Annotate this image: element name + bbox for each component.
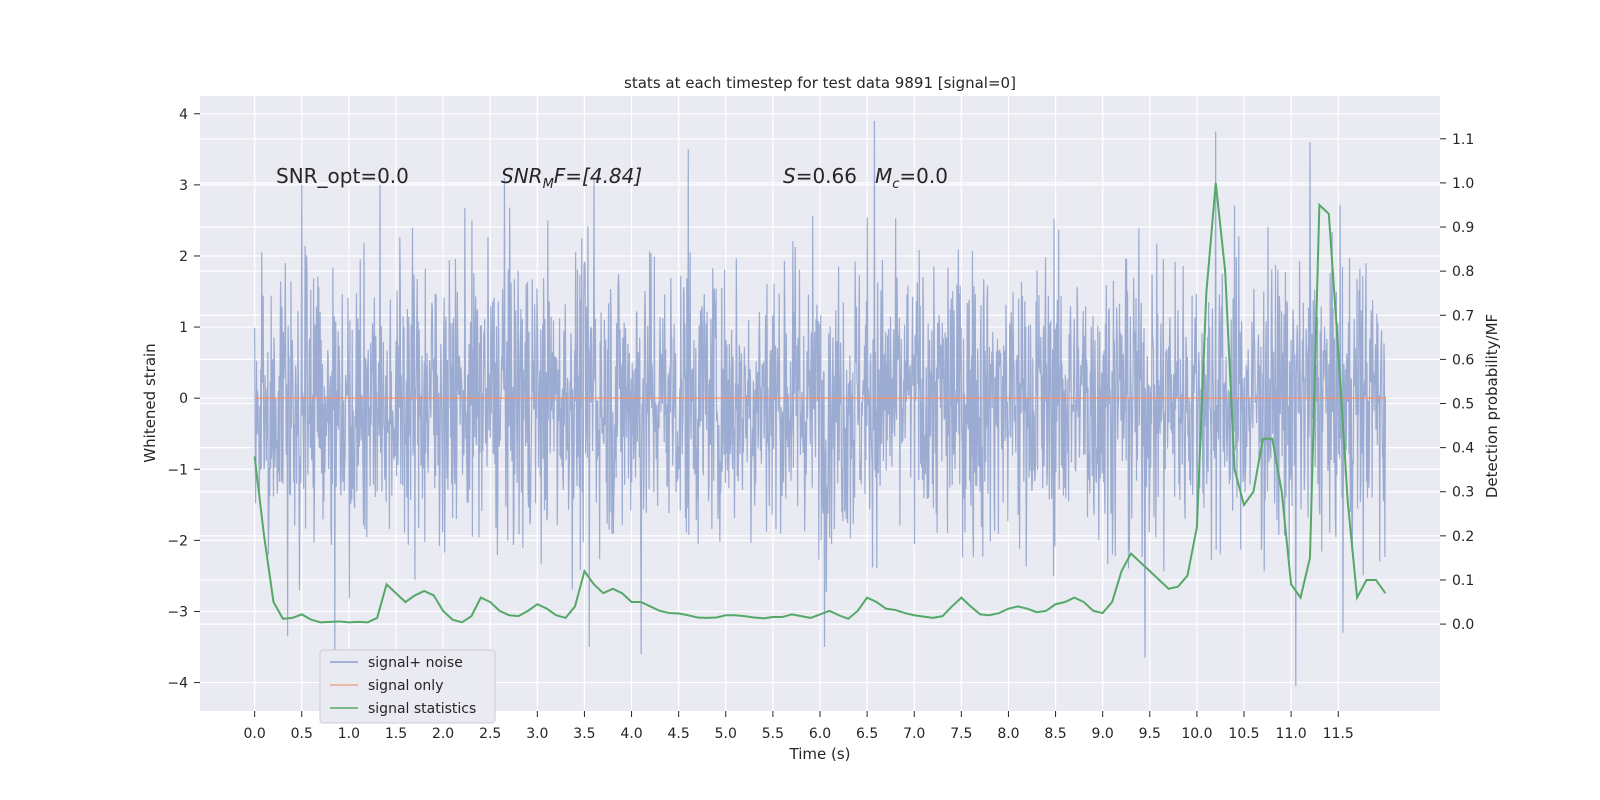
mc-value: =0.0: [899, 164, 948, 188]
grid: [200, 96, 1440, 711]
legend-label-stats: signal statistics: [368, 701, 476, 717]
s-value: =0.66: [796, 164, 857, 188]
x-tick-label: 7.0: [903, 726, 925, 742]
y2-tick-label: 0.2: [1452, 529, 1474, 545]
x-tick-label: 3.0: [526, 726, 548, 742]
y-tick-label: −1: [167, 462, 188, 478]
y-tick-label: 3: [179, 178, 188, 194]
snr-mf-sub: M: [543, 177, 554, 192]
y-tick-label: 1: [179, 320, 188, 336]
x-tick-label: 11.0: [1276, 726, 1307, 742]
annotation-snr-mf: SNRMF=[4.84]: [501, 164, 642, 192]
y-tick-label: 0: [179, 391, 188, 407]
x-tick-label: 8.0: [997, 726, 1019, 742]
x-tick-label: 3.5: [573, 726, 595, 742]
x-tick-label: 0.0: [244, 726, 266, 742]
x-tick-label: 2.0: [432, 726, 454, 742]
y2-tick-label: 0.7: [1452, 308, 1474, 324]
x-tick-label: 6.5: [856, 726, 878, 742]
legend-label-signal: signal only: [368, 678, 443, 694]
annotation-snr-opt: SNR_opt=0.0: [276, 164, 409, 188]
x-tick-label: 5.0: [715, 726, 737, 742]
x-tick-label: 8.5: [1044, 726, 1066, 742]
annotation-s-mc: S=0.66 Mc=0.0: [783, 164, 948, 192]
x-axis: 0.0 0.5 1.0 1.5 2.0 2.5 3.0 3.5 4.0 4.5 5.0 5.5 6.0 6…: [244, 711, 1354, 742]
legend-label-noise: signal+ noise: [368, 655, 463, 671]
x-tick-label: 2.5: [479, 726, 501, 742]
y2-tick-label: 0.4: [1452, 441, 1474, 457]
x-tick-label: 4.5: [668, 726, 690, 742]
y2-tick-label: 0.5: [1452, 397, 1474, 413]
y-axis-label: Whitened strain: [141, 343, 159, 462]
legend: signal+ noise signal only signal statist…: [319, 649, 496, 724]
legend-box: [319, 649, 496, 724]
y-axis-right: 1.1 1.0 0.9 0.8 0.7 0.6 0.5 0.4 0.3 0.2 0.1 0.0: [1440, 132, 1474, 633]
mc-sub: c: [892, 177, 899, 192]
x-tick-label: 6.0: [809, 726, 831, 742]
signal-statistics-series: [253, 182, 1387, 624]
y-tick-label: −2: [167, 533, 188, 549]
y-tick-label: 2: [179, 249, 188, 265]
y2-tick-label: 0.0: [1452, 617, 1474, 633]
y2-tick-label: 1.1: [1452, 132, 1474, 148]
y-tick-label: −3: [167, 604, 188, 620]
x-tick-label: 1.5: [385, 726, 407, 742]
x-tick-label: 0.5: [291, 726, 313, 742]
snr-mf-rest: F=[4.84]: [554, 164, 642, 188]
x-tick-label: 1.0: [338, 726, 360, 742]
y2-tick-label: 0.3: [1452, 485, 1474, 501]
x-tick-label: 9.0: [1092, 726, 1114, 742]
x-tick-label: 11.5: [1323, 726, 1354, 742]
x-axis-label: Time (s): [789, 745, 851, 763]
y2-tick-label: 0.9: [1452, 220, 1474, 236]
s-label: S: [783, 164, 796, 188]
snr-mf-base: SNR: [501, 164, 543, 188]
x-tick-label: 7.5: [950, 726, 972, 742]
signal-statistics-line: [253, 182, 1387, 624]
chart-title: stats at each timestep for test data 989…: [624, 74, 1016, 92]
x-tick-label: 10.0: [1181, 726, 1212, 742]
x-tick-label: 10.5: [1228, 726, 1259, 742]
y-tick-label: −4: [167, 676, 188, 692]
x-tick-label: 5.5: [762, 726, 784, 742]
mc-base: M: [875, 164, 892, 188]
y2-tick-label: 0.8: [1452, 264, 1474, 280]
y-tick-label: 4: [179, 107, 188, 123]
y-axis-left: 4 3 2 1 0 −1 −2 −3 −4: [167, 107, 200, 692]
y2-tick-label: 1.0: [1452, 176, 1474, 192]
x-tick-label: 4.0: [620, 726, 642, 742]
y2-tick-label: 0.1: [1452, 573, 1474, 589]
x-tick-label: 9.5: [1139, 726, 1161, 742]
y2-axis-label: Detection probability/MF: [1483, 314, 1501, 498]
y2-tick-label: 0.6: [1452, 352, 1474, 368]
